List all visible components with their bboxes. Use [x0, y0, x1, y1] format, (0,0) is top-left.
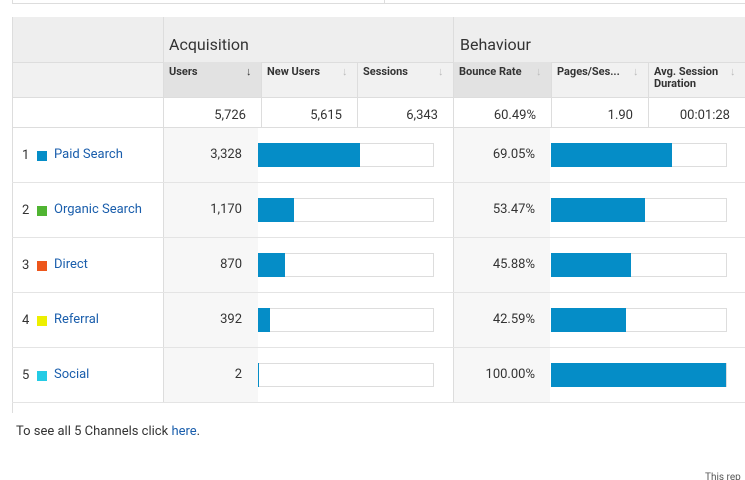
bounce-value: 42.59% — [492, 312, 535, 327]
cell-bg — [454, 183, 550, 237]
footer-text: To see all 5 Channels click — [16, 424, 172, 439]
legend-swatch — [37, 206, 47, 216]
footer: To see all 5 Channels click here. — [16, 424, 200, 439]
column-title[interactable]: Pages/Ses... — [557, 65, 620, 78]
users-value: 2 — [234, 367, 242, 382]
column-header — [453, 62, 551, 97]
total-cell — [261, 97, 357, 128]
row — [12, 128, 745, 183]
rank: 5 — [22, 368, 30, 383]
users-bar-track — [258, 253, 434, 277]
column-title[interactable]: Sessions — [363, 65, 408, 78]
top-line — [12, 0, 745, 4]
bounce-bar — [551, 308, 626, 332]
cell-bg — [164, 348, 258, 402]
cell-bg — [454, 293, 550, 347]
total-value: 5,726 — [214, 108, 246, 123]
column-header — [163, 62, 261, 97]
users-value: 870 — [220, 257, 242, 272]
bounce-value: 53.47% — [492, 202, 535, 217]
users-value: 1,170 — [210, 202, 242, 217]
channel-link[interactable]: Social — [54, 367, 90, 382]
column-header — [357, 62, 453, 97]
sort-icon: ↓ — [246, 65, 252, 78]
users-bar — [258, 198, 294, 222]
column-header — [648, 62, 745, 97]
total-cell — [357, 97, 453, 128]
legend-swatch — [37, 151, 47, 161]
users-bar-track — [258, 308, 434, 332]
totals-row — [12, 97, 745, 128]
row — [12, 348, 745, 403]
users-bar — [258, 143, 361, 167]
group-header — [12, 17, 745, 62]
cell-bg — [164, 128, 258, 182]
total-cell — [648, 97, 745, 128]
bounce-value: 45.88% — [492, 257, 535, 272]
bounce-value: 100.00% — [485, 367, 535, 382]
channel-link[interactable]: Paid Search — [54, 147, 123, 162]
channel-link[interactable]: Organic Search — [54, 202, 142, 217]
channel-link[interactable]: Referral — [54, 312, 99, 327]
sort-icon: ↓ — [730, 65, 736, 78]
divider — [163, 17, 164, 403]
bounce-bar — [551, 143, 672, 167]
left-border — [12, 17, 13, 413]
users-bar-track — [258, 363, 434, 387]
cell-bg — [164, 183, 258, 237]
sort-icon: ↓ — [342, 65, 348, 78]
footer-text: . — [196, 424, 201, 439]
footer-link[interactable]: here — [171, 424, 197, 439]
rank: 2 — [22, 203, 30, 218]
total-cell — [551, 97, 648, 128]
header-row — [12, 62, 745, 97]
top-line — [384, 0, 385, 4]
channel-link[interactable]: Direct — [54, 257, 88, 272]
divider — [453, 17, 454, 403]
group-title: Acquisition — [169, 35, 249, 54]
cell-bg — [454, 128, 550, 182]
legend-swatch — [37, 371, 47, 381]
column-title[interactable]: Users — [169, 65, 198, 78]
bounce-bar — [551, 253, 632, 277]
total-value: 6,343 — [406, 108, 438, 123]
bounce-value: 69.05% — [492, 147, 535, 162]
total-cell — [453, 97, 551, 128]
cell-bg — [164, 238, 258, 292]
total-cell — [163, 97, 261, 128]
row — [12, 238, 745, 293]
cell-bg — [164, 293, 258, 347]
legend-swatch — [37, 316, 47, 326]
users-value: 3,328 — [210, 147, 242, 162]
cell-bg — [454, 348, 550, 402]
rank: 3 — [22, 258, 30, 273]
column-header — [551, 62, 648, 97]
rank: 1 — [22, 148, 30, 163]
rank: 4 — [22, 313, 30, 328]
column-title[interactable]: Bounce Rate — [459, 65, 522, 78]
row — [12, 293, 745, 348]
total-value: 00:01:28 — [679, 108, 730, 123]
column-title[interactable]: Avg. Session Duration — [654, 65, 719, 90]
footer-note: This rep — [705, 472, 741, 480]
total-value: 1.90 — [607, 108, 633, 123]
column-header — [261, 62, 357, 97]
total-value: 5,615 — [310, 108, 342, 123]
legend-swatch — [37, 261, 47, 271]
sort-icon: ↓ — [633, 65, 639, 78]
sort-icon: ↓ — [438, 65, 444, 78]
row — [12, 183, 745, 238]
cell-bg — [454, 238, 550, 292]
users-bar — [258, 363, 259, 387]
bounce-bar — [551, 363, 726, 387]
bounce-bar — [551, 198, 645, 222]
users-bar — [258, 253, 285, 277]
column-title[interactable]: New Users — [267, 65, 321, 78]
users-bar — [258, 308, 271, 332]
total-value: 60.49% — [493, 108, 536, 123]
group-title: Behaviour — [460, 35, 531, 54]
users-value: 392 — [220, 312, 242, 327]
sort-icon: ↓ — [536, 65, 542, 78]
